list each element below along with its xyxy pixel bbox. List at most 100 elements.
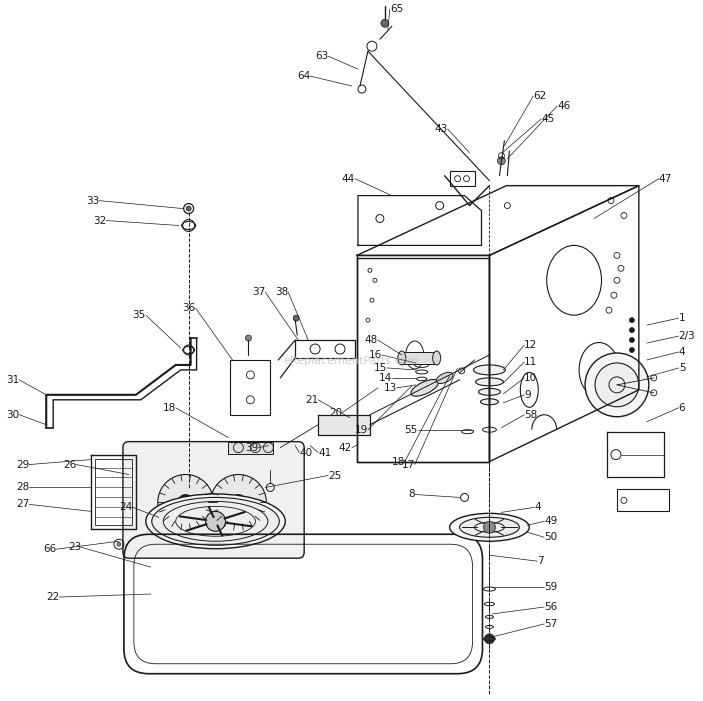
Circle shape — [157, 475, 214, 530]
Text: 40: 40 — [299, 448, 312, 458]
Text: 2/3: 2/3 — [678, 331, 695, 341]
Text: 39: 39 — [245, 442, 259, 453]
Circle shape — [245, 335, 252, 341]
Text: 44: 44 — [342, 174, 355, 184]
Bar — [617, 489, 669, 511]
Text: 65: 65 — [390, 4, 403, 14]
Circle shape — [178, 494, 193, 510]
Text: 66: 66 — [43, 544, 56, 554]
Ellipse shape — [474, 365, 505, 375]
Bar — [318, 415, 370, 435]
Text: 23: 23 — [67, 542, 81, 552]
Text: 16: 16 — [368, 350, 382, 360]
Ellipse shape — [398, 351, 406, 365]
Circle shape — [629, 348, 634, 353]
Text: 55: 55 — [404, 425, 418, 435]
Text: 18: 18 — [392, 456, 405, 467]
Text: 19: 19 — [355, 425, 368, 435]
Text: 31: 31 — [6, 375, 19, 385]
Text: 18: 18 — [162, 403, 176, 413]
Text: eReplacementParts.com: eReplacementParts.com — [284, 356, 419, 366]
Text: 32: 32 — [93, 215, 106, 226]
Ellipse shape — [475, 378, 503, 386]
Text: 17: 17 — [401, 460, 415, 470]
Text: 24: 24 — [120, 503, 133, 512]
Circle shape — [585, 353, 649, 416]
Circle shape — [595, 363, 639, 407]
Text: 28: 28 — [16, 482, 30, 493]
Text: 9: 9 — [524, 390, 531, 400]
Circle shape — [629, 377, 634, 382]
Circle shape — [484, 522, 496, 533]
Ellipse shape — [411, 379, 439, 396]
Circle shape — [117, 543, 121, 546]
Text: 35: 35 — [133, 310, 146, 320]
Circle shape — [629, 327, 634, 332]
Circle shape — [629, 367, 634, 372]
Circle shape — [629, 318, 634, 322]
Circle shape — [211, 475, 266, 530]
Text: 58: 58 — [524, 410, 538, 420]
Text: 49: 49 — [544, 517, 557, 526]
Text: 10: 10 — [524, 373, 537, 383]
Ellipse shape — [450, 513, 529, 541]
Circle shape — [205, 511, 226, 531]
Text: 59: 59 — [544, 582, 557, 592]
Text: 12: 12 — [524, 340, 538, 350]
Bar — [95, 458, 132, 525]
Text: 13: 13 — [384, 383, 396, 393]
Text: 7: 7 — [537, 556, 544, 566]
Circle shape — [629, 358, 634, 362]
Ellipse shape — [432, 351, 441, 365]
Bar — [450, 171, 475, 186]
Text: 21: 21 — [305, 395, 318, 404]
Text: 27: 27 — [16, 499, 30, 510]
Ellipse shape — [146, 494, 285, 549]
Bar — [231, 360, 271, 415]
Text: 64: 64 — [297, 71, 310, 81]
Circle shape — [231, 494, 247, 510]
FancyBboxPatch shape — [123, 442, 304, 558]
Text: 43: 43 — [434, 124, 448, 134]
Text: 11: 11 — [524, 357, 538, 367]
Ellipse shape — [460, 517, 520, 537]
Bar — [228, 442, 273, 454]
Text: 56: 56 — [544, 602, 557, 612]
Text: 25: 25 — [328, 470, 342, 480]
Text: 30: 30 — [6, 410, 19, 420]
Ellipse shape — [152, 498, 279, 545]
Text: 37: 37 — [252, 287, 265, 297]
Circle shape — [629, 338, 634, 343]
Ellipse shape — [480, 399, 498, 404]
Text: 46: 46 — [557, 101, 570, 111]
Text: 36: 36 — [182, 303, 195, 313]
Text: 42: 42 — [339, 442, 352, 453]
Text: 8: 8 — [408, 489, 415, 499]
Text: 38: 38 — [275, 287, 288, 297]
Text: 6: 6 — [678, 403, 685, 413]
Text: 50: 50 — [544, 532, 557, 543]
Text: 20: 20 — [329, 408, 342, 418]
Text: 57: 57 — [544, 619, 557, 629]
Text: 47: 47 — [659, 174, 672, 184]
Text: 45: 45 — [541, 114, 555, 124]
Text: 4: 4 — [678, 347, 685, 357]
Text: 4: 4 — [534, 503, 541, 512]
Text: 33: 33 — [86, 196, 99, 205]
Ellipse shape — [437, 372, 453, 383]
Text: 63: 63 — [315, 51, 328, 61]
Text: 29: 29 — [16, 460, 30, 470]
Text: 48: 48 — [365, 335, 378, 345]
Bar — [295, 340, 355, 358]
Text: 1: 1 — [678, 313, 685, 323]
Text: 15: 15 — [373, 363, 387, 373]
Text: 22: 22 — [46, 592, 59, 602]
Text: 14: 14 — [379, 373, 392, 383]
Circle shape — [381, 20, 389, 27]
Text: 26: 26 — [63, 460, 76, 470]
Bar — [402, 352, 437, 364]
Text: 41: 41 — [318, 448, 331, 458]
Circle shape — [484, 634, 494, 644]
Ellipse shape — [479, 388, 501, 395]
Circle shape — [293, 315, 299, 321]
